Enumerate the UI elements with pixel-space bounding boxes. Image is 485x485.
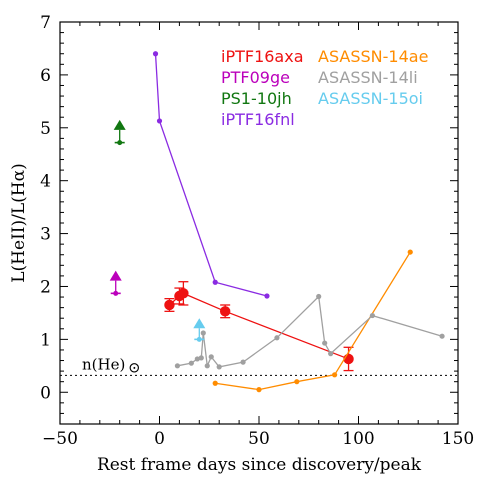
data-point-asassn-14ae	[212, 380, 218, 386]
data-point-asassn-14li	[274, 335, 280, 341]
data-point-asassn-14li	[439, 333, 445, 339]
legend-entry: PS1-10jh	[221, 89, 292, 108]
legend-entry: iPTF16axa	[221, 47, 304, 66]
data-point-asassn-14ae	[256, 387, 262, 393]
data-point-iptf16fnl	[156, 118, 163, 124]
data-point-asassn-14li	[188, 360, 194, 366]
limit-point-ptf09ge	[113, 290, 119, 296]
legend: iPTF16axa PTF09ge PS1-10jh iPTF16fnl ASASSN-…	[221, 47, 428, 129]
data-point-asassn-14li	[369, 312, 376, 319]
data-point-asassn-14li	[240, 359, 246, 365]
y-tick-label: 7	[40, 13, 51, 33]
series-line-iptf16fnl	[154, 53, 268, 297]
data-point-iptf16fnl	[264, 293, 270, 299]
data-point-asassn-14li	[216, 364, 222, 370]
legend-entry: PTF09ge	[221, 68, 290, 87]
y-tick-label: 6	[40, 66, 51, 86]
reference-line-symbol: ⊙	[128, 358, 141, 376]
y-tick-label: 3	[40, 225, 51, 245]
data-point-asassn-14ae	[294, 379, 300, 385]
limit-point-ps1-10jh	[117, 140, 123, 146]
data-point-iptf16axa	[164, 299, 175, 311]
data-point-asassn-14li	[200, 330, 206, 336]
data-point-asassn-14ae	[407, 249, 413, 255]
data-point-asassn-14li	[194, 356, 200, 362]
data-point-iptf16axa	[178, 288, 189, 299]
reference-line-label: n(He)	[82, 355, 125, 373]
data-point-asassn-14li	[198, 355, 204, 361]
y-tick-label: 2	[40, 277, 51, 297]
x-tick-label: 0	[154, 429, 165, 449]
data-point-asassn-14li	[328, 351, 334, 357]
y-tick-label: 1	[40, 330, 51, 350]
x-axis-label: Rest frame days since discovery/peak	[97, 455, 422, 475]
x-tick-label: 150	[442, 429, 474, 449]
legend-entry: ASASSN-14li	[318, 68, 418, 87]
y-tick-label: 4	[40, 172, 51, 192]
y-axis-label: L(HeII)/L(Hα)	[9, 163, 29, 282]
series-line-asassn-14li	[177, 295, 443, 369]
limit-arrow-ps1-10jh	[113, 119, 126, 130]
data-point-asassn-14ae	[332, 372, 338, 378]
data-point-asassn-14li	[322, 340, 328, 346]
legend-entry: iPTF16fnl	[221, 110, 295, 129]
limit-arrow-asassn-15oi	[193, 318, 206, 329]
data-point-asassn-14li	[204, 363, 210, 369]
data-point-asassn-14li	[174, 363, 181, 369]
data-point-iptf16fnl	[152, 51, 159, 57]
data-point-asassn-14li	[208, 354, 214, 360]
x-tick-label: −50	[42, 429, 78, 449]
limit-point-asassn-15oi	[196, 336, 202, 342]
legend-entry: ASASSN-15oi	[318, 89, 423, 108]
x-tick-label: 50	[248, 429, 270, 449]
data-point-iptf16fnl	[212, 279, 218, 285]
data-point-asassn-14li	[316, 293, 322, 300]
series-line-asassn-14ae	[215, 251, 411, 391]
y-tick-label: 5	[40, 119, 51, 139]
limit-arrow-ptf09ge	[109, 270, 122, 281]
x-tick-label: 100	[342, 429, 374, 449]
legend-entry: ASASSN-14ae	[318, 47, 428, 66]
plot-area: n(He) ⊙	[60, 51, 458, 393]
data-point-iptf16axa	[219, 306, 231, 317]
y-tick-label: 0	[40, 383, 51, 403]
axes: −50 0 50 100 150 0 1 2 3 4 5 6 7	[40, 13, 474, 449]
